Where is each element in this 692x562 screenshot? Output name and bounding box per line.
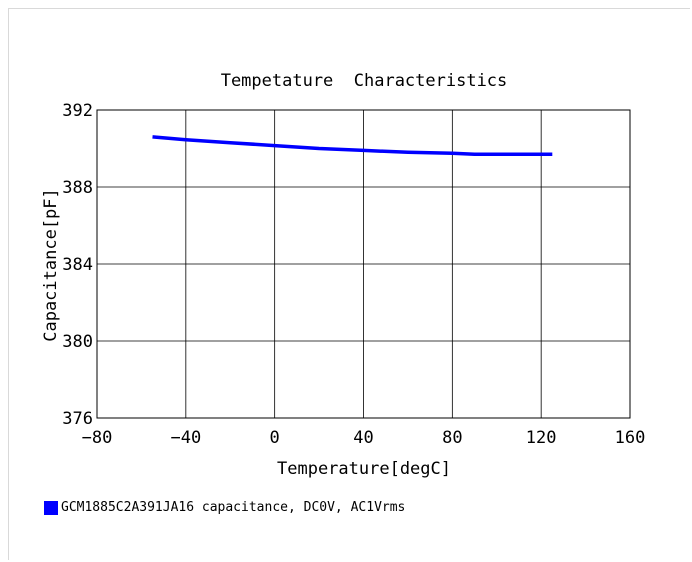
x-tick-label: −80	[82, 428, 113, 448]
x-axis-label: Temperature[degC]	[277, 459, 451, 479]
y-tick-label: 376	[62, 409, 93, 429]
plot-area	[96, 109, 631, 419]
legend-label: GCM1885C2A391JA16 capacitance, DC0V, AC1…	[61, 500, 406, 515]
chart-title: Tempetature Characteristics	[221, 71, 508, 91]
x-tick-label: 160	[615, 428, 646, 448]
y-tick-label: 388	[62, 178, 93, 198]
x-tick-label: −40	[170, 428, 201, 448]
y-axis-label: Capacitance[pF]	[41, 188, 61, 342]
x-tick-label: 40	[353, 428, 373, 448]
y-tick-label: 384	[62, 255, 93, 275]
legend: GCM1885C2A391JA16 capacitance, DC0V, AC1…	[44, 500, 405, 515]
legend-swatch	[44, 500, 58, 515]
series-layer	[152, 135, 553, 157]
x-tick-label: 80	[442, 428, 462, 448]
series-line	[152, 135, 553, 157]
x-tick-label: 0	[270, 428, 280, 448]
y-tick-label: 380	[62, 332, 93, 352]
tick-labels: −80 −40 0 40 80 120 160 376 380 384 388 392	[62, 101, 645, 448]
grid	[97, 110, 630, 418]
y-tick-label: 392	[62, 101, 93, 121]
chart-frame	[8, 8, 690, 560]
x-tick-label: 120	[526, 428, 557, 448]
